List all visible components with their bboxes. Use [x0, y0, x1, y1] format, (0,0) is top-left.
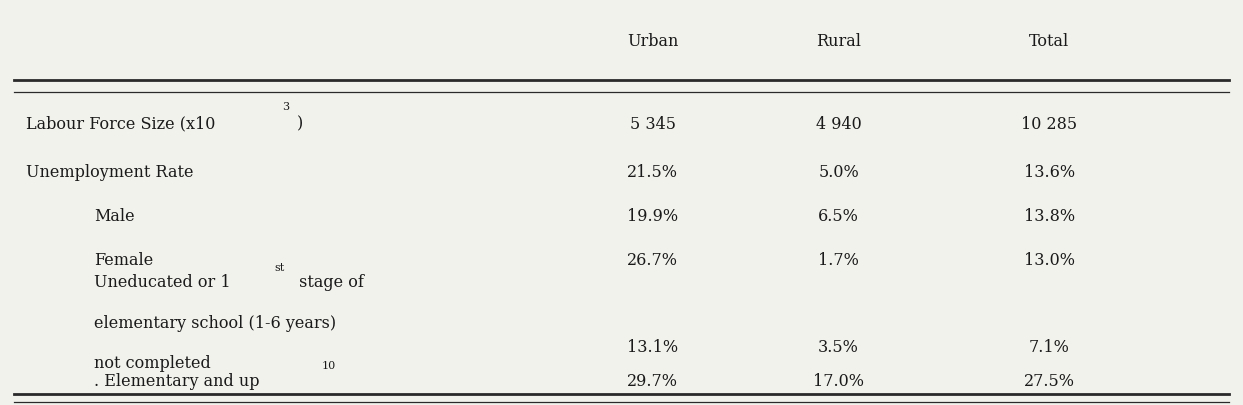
Text: 3.5%: 3.5% [818, 339, 859, 356]
Text: Labour Force Size (x10: Labour Force Size (x10 [26, 115, 215, 132]
Text: 13.1%: 13.1% [626, 339, 679, 356]
Text: 13.8%: 13.8% [1024, 208, 1075, 225]
Text: 13.6%: 13.6% [1024, 164, 1075, 181]
Text: 5 345: 5 345 [629, 115, 675, 132]
Text: 10: 10 [322, 361, 336, 371]
Text: 27.5%: 27.5% [1024, 373, 1075, 390]
Text: 19.9%: 19.9% [626, 208, 679, 225]
Text: . Elementary and up: . Elementary and up [94, 373, 260, 390]
Text: Rural: Rural [817, 33, 861, 50]
Text: stage of: stage of [295, 275, 364, 292]
Text: Unemployment Rate: Unemployment Rate [26, 164, 194, 181]
Text: Total: Total [1029, 33, 1069, 50]
Text: ): ) [297, 115, 303, 132]
Text: 10 285: 10 285 [1022, 115, 1078, 132]
Text: elementary school (1-6 years): elementary school (1-6 years) [94, 315, 337, 332]
Text: Male: Male [94, 208, 135, 225]
Text: Uneducated or 1: Uneducated or 1 [94, 275, 231, 292]
Text: 4 940: 4 940 [815, 115, 861, 132]
Text: 7.1%: 7.1% [1029, 339, 1070, 356]
Text: 13.0%: 13.0% [1024, 252, 1075, 269]
Text: 3: 3 [282, 102, 288, 112]
Text: 5.0%: 5.0% [818, 164, 859, 181]
Text: 6.5%: 6.5% [818, 208, 859, 225]
Text: 1.7%: 1.7% [818, 252, 859, 269]
Text: 21.5%: 21.5% [626, 164, 677, 181]
Text: 17.0%: 17.0% [813, 373, 864, 390]
Text: 29.7%: 29.7% [626, 373, 677, 390]
Text: not completed: not completed [94, 355, 211, 372]
Text: st: st [275, 263, 285, 273]
Text: Female: Female [94, 252, 154, 269]
Text: Urban: Urban [626, 33, 679, 50]
Text: 26.7%: 26.7% [626, 252, 677, 269]
